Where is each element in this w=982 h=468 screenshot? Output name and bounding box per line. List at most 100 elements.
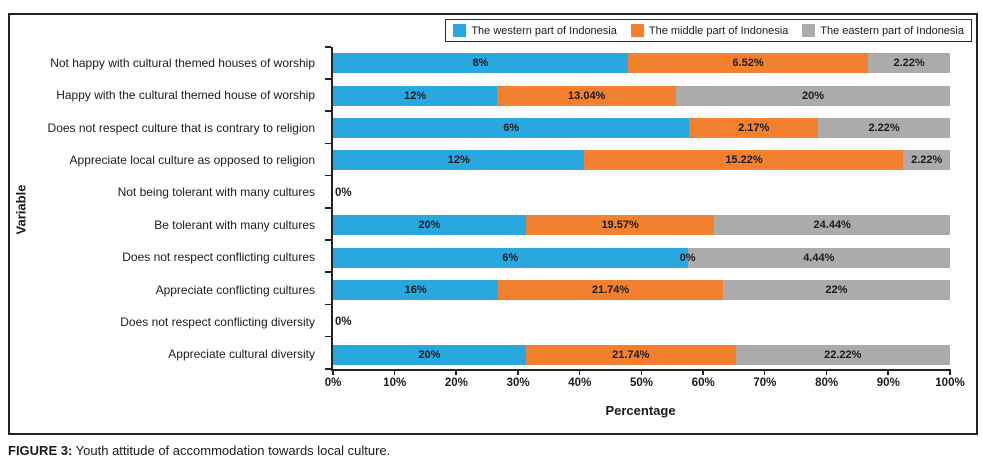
- legend-swatch-icon: [802, 24, 816, 37]
- bar-segment-label: 6%: [502, 251, 519, 264]
- bar-row: 12% 15.22% 2.22%: [333, 144, 950, 176]
- bar-segment-label: 12%: [404, 89, 427, 102]
- x-axis-title: Percentage: [605, 403, 676, 418]
- x-axis-tick-label: 0%: [324, 377, 342, 389]
- x-axis-tick: [455, 369, 457, 375]
- category-label: Appreciate conflicting cultures: [155, 282, 315, 297]
- x-axis-tick-label: 90%: [876, 377, 900, 389]
- bar-segment: 22%: [722, 279, 950, 300]
- bar-segment: 2.17%: [689, 117, 819, 138]
- x-axis-tick-label: 60%: [691, 377, 715, 389]
- bar-row: 0%: [333, 177, 950, 209]
- bar-segment: 4.44%: [687, 247, 950, 268]
- bar-segment: 12%: [333, 150, 585, 171]
- bar-segment: 2.22%: [903, 150, 950, 171]
- y-axis-tick: [325, 207, 331, 209]
- bar-segment-label: 19.57%: [601, 219, 639, 232]
- bar-segment-label: 2.22%: [868, 121, 900, 134]
- category-label: Does not respect conflicting cultures: [122, 250, 315, 265]
- stacked-bar: 20% 21.74% 22.22%: [333, 344, 950, 365]
- stacked-bar: 12% 15.22% 2.22%: [333, 150, 950, 171]
- x-axis-tick: [825, 369, 828, 375]
- legend-label: The eastern part of Indonesia: [820, 24, 964, 37]
- bar-segment-label: 13.04%: [568, 89, 606, 102]
- bar-segment-label: 22%: [825, 283, 848, 296]
- x-axis-tick: [578, 369, 581, 375]
- x-axis-tick-label: 40%: [568, 377, 592, 389]
- category-label: Appreciate cultural diversity: [168, 347, 315, 362]
- bar-segment-label: 22.22%: [824, 348, 862, 361]
- legend-item-3: The eastern part of Indonesia: [802, 24, 964, 37]
- x-axis-tick: [640, 369, 642, 375]
- x-axis-tick-label: 10%: [383, 377, 407, 389]
- y-axis-tick: [325, 46, 331, 48]
- bar-segment-label: 6.52%: [732, 57, 764, 70]
- bar-segment-label: 2.22%: [893, 57, 925, 70]
- bar-segment: 15.22%: [584, 150, 904, 171]
- x-axis-tick: [702, 369, 704, 375]
- legend-item-1: The western part of Indonesia: [453, 24, 617, 37]
- x-axis-tick-label: 100%: [935, 377, 965, 389]
- zero-value-label: 0%: [335, 186, 352, 199]
- bar-segment-label: 20%: [418, 348, 441, 361]
- y-axis-tick: [325, 368, 331, 370]
- x-axis-tick-label: 30%: [506, 377, 530, 389]
- category-labels: Not happy with cultural themed houses of…: [22, 47, 323, 371]
- bar-segment: 21.74%: [525, 344, 736, 365]
- category-label: Appreciate local culture as opposed to r…: [69, 153, 315, 168]
- stacked-bar: 16% 21.74% 22%: [333, 279, 950, 300]
- zero-value-label: 0%: [335, 316, 352, 329]
- x-axis-tick-label: 80%: [815, 377, 839, 389]
- x-axis-tick: [517, 369, 519, 375]
- bar-segment: 2.22%: [818, 117, 950, 138]
- y-axis-tick: [325, 239, 331, 241]
- bar-segment: 24.44%: [714, 215, 950, 236]
- stacked-bar: 8% 6.52% 2.22%: [333, 53, 950, 74]
- bar-row: 0%: [333, 306, 950, 338]
- bar-rows: 8% 6.52% 2.22% 12% 13.04% 20% 6% 2.17% 2.22% 12% 1…: [333, 47, 950, 371]
- figure-frame: The western part of Indonesia The middle …: [8, 13, 978, 435]
- bar-row: 20% 19.57% 24.44%: [333, 209, 950, 241]
- x-axis-tick-label: 70%: [753, 377, 777, 389]
- x-axis-tick: [887, 369, 889, 375]
- category-label: Be tolerant with many cultures: [154, 217, 315, 232]
- bar-row: 8% 6.52% 2.22%: [333, 47, 950, 79]
- y-axis-tick: [325, 110, 331, 112]
- x-axis-tick: [332, 369, 334, 375]
- bar-segment-label: 20%: [801, 89, 824, 102]
- figure-caption-label: FIGURE 3:: [8, 443, 73, 458]
- bar-segment: 21.74%: [498, 279, 723, 300]
- figure-caption-text: Youth attitude of accommodation towards …: [72, 443, 391, 458]
- y-axis-tick: [325, 335, 331, 338]
- bar-segment-label: 12%: [447, 154, 470, 167]
- bar-row: 12% 13.04% 20%: [333, 79, 950, 111]
- x-axis-tick: [949, 369, 951, 375]
- bar-segment-label: 15.22%: [725, 154, 763, 167]
- x-axis-tick: [393, 369, 396, 375]
- bar-segment-label: 20%: [418, 219, 441, 232]
- bar-segment-label: 0%: [679, 251, 696, 264]
- bar-segment: 6%: [333, 247, 688, 268]
- plot-area: 8% 6.52% 2.22% 12% 13.04% 20% 6% 2.17% 2.22% 12% 1…: [325, 46, 965, 389]
- bar-row: 6% 2.17% 2.22%: [333, 112, 950, 144]
- figure-caption: FIGURE 3: Youth attitude of accommodatio…: [8, 443, 390, 458]
- bar-row: 16% 21.74% 22%: [333, 274, 950, 306]
- stacked-bar: 6% 2.17% 2.22%: [333, 117, 950, 138]
- y-axis-tick: [325, 78, 331, 80]
- bar-segment: 19.57%: [525, 215, 715, 236]
- y-axis-tick: [325, 142, 331, 145]
- bar-segment: 8%: [333, 53, 628, 74]
- category-label: Not happy with cultural themed houses of…: [50, 55, 315, 70]
- bar-segment: 13.04%: [497, 85, 676, 106]
- bar-segment-label: 21.74%: [591, 283, 630, 296]
- x-axis-tick-label: 50%: [629, 377, 654, 389]
- x-axis-tick: [763, 369, 766, 375]
- bar-segment: 22.22%: [735, 344, 950, 365]
- bar-segment: 20%: [333, 215, 526, 236]
- bar-segment-label: 6%: [503, 121, 520, 134]
- chart-legend: The western part of Indonesia The middle …: [445, 19, 972, 42]
- bar-segment: 2.22%: [868, 53, 950, 74]
- legend-swatch-icon: [453, 24, 467, 37]
- bar-row: 6% 4.44% 0%: [333, 241, 950, 273]
- y-axis-tick: [325, 174, 331, 177]
